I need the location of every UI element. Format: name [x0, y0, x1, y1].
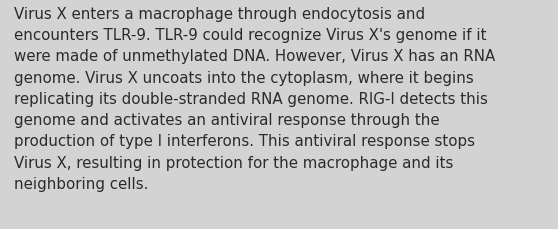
- Text: Virus X enters a macrophage through endocytosis and
encounters TLR-9. TLR-9 coul: Virus X enters a macrophage through endo…: [14, 7, 495, 191]
